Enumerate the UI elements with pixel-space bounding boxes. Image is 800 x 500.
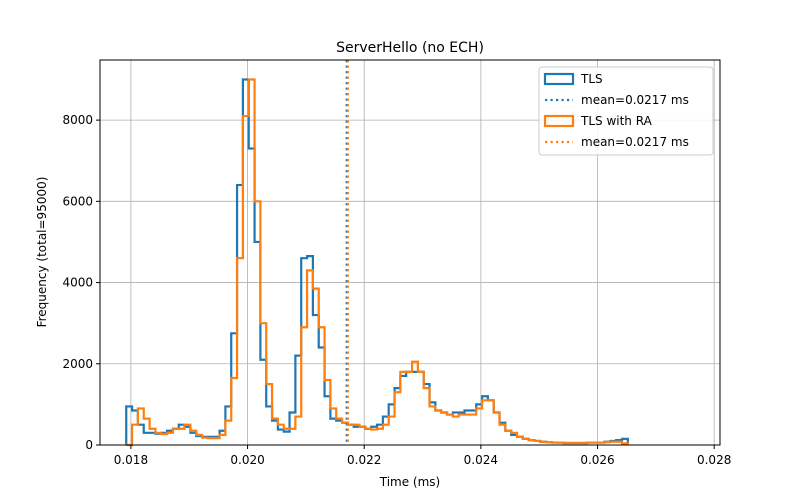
y-tick-label: 0 [85,438,93,452]
x-tick-label: 0.028 [697,453,731,467]
y-tick-label: 8000 [62,113,93,127]
axes-frame [99,59,721,446]
x-tick-label: 0.024 [464,453,498,467]
x-tick-label: 0.022 [347,453,381,467]
legend: TLS mean=0.0217 ms TLS with RA mean=0.0217 … [538,66,714,156]
y-tick-label: 6000 [62,194,93,208]
y-tick-label: 2000 [62,357,93,371]
legend-mean-label-series-0: mean=0.0217 ms [581,93,689,107]
chart-title: ServerHello (no ECH) [336,40,484,56]
histogram-series-1 [126,78,629,447]
x-axis: 0.018 0.020 0.022 0.024 0.026 0.028 [114,445,731,467]
x-tick-label: 0.018 [114,453,148,467]
legend-box [538,66,714,156]
legend-swatch-series-0 [543,72,575,86]
legend-mean-label-series-1: mean=0.0217 ms [581,135,689,149]
plot-area [125,60,629,447]
y-tick-label: 4000 [62,276,93,290]
y-axis-label: Frequency (total=95000) [35,177,49,328]
legend-label-series-1: TLS with RA [580,114,653,128]
y-axis: 0 2000 4000 6000 8000 [62,113,100,452]
legend-label-series-0: TLS [580,72,603,86]
legend-swatch-series-1 [543,114,575,128]
x-tick-label: 0.020 [230,453,264,467]
x-axis-label: Time (ms) [379,475,441,489]
x-tick-label: 0.026 [580,453,614,467]
